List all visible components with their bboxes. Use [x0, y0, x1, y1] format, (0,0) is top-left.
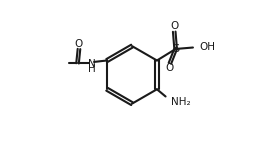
Text: OH: OH — [199, 42, 215, 52]
Text: S: S — [172, 44, 179, 54]
Text: N: N — [88, 59, 96, 69]
Text: NH₂: NH₂ — [171, 96, 191, 107]
Text: O: O — [166, 63, 174, 73]
Text: O: O — [170, 21, 178, 31]
Text: O: O — [75, 39, 83, 49]
Text: H: H — [88, 64, 96, 74]
